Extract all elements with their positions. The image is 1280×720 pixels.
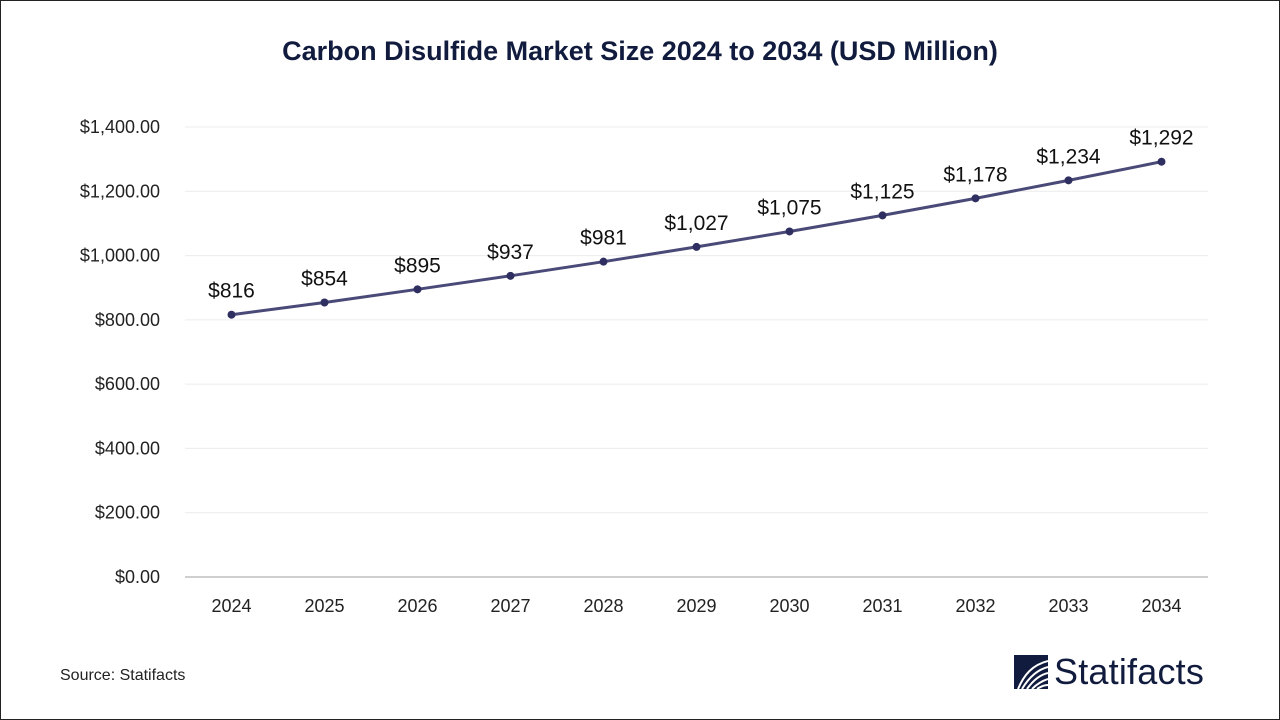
data-label: $1,075: [757, 196, 821, 219]
y-axis-ticks: $0.00 $200.00 $400.00 $600.00 $800.00 $1,000.…: [80, 117, 160, 587]
x-tick-label: 2032: [955, 596, 995, 616]
data-label: $816: [208, 280, 255, 303]
series-line: [231, 160, 1162, 317]
data-label: $1,178: [943, 163, 1007, 186]
data-point: [971, 194, 980, 203]
y-tick-label: $1,200.00: [80, 181, 160, 201]
data-point: [785, 227, 794, 236]
x-tick-label: 2030: [769, 596, 809, 616]
data-point: [413, 285, 422, 294]
x-tick-label: 2031: [862, 596, 902, 616]
x-axis-ticks: 2024 2025 2026 2027 2028 2029 2030 2031 2032 2033…: [211, 596, 1181, 616]
source-note: Source: Statifacts: [60, 667, 186, 684]
x-tick-label: 2029: [676, 596, 716, 616]
data-point: [599, 257, 608, 266]
data-point: [1064, 176, 1073, 185]
y-tick-label: $800.00: [95, 310, 160, 330]
data-point: [878, 211, 887, 220]
data-label: $1,234: [1036, 145, 1101, 168]
y-tick-label: $200.00: [95, 503, 160, 523]
y-tick-label: $600.00: [95, 374, 160, 394]
data-label: $1,125: [850, 180, 914, 203]
statifacts-logo-text: Statifacts: [1054, 651, 1205, 692]
data-point: [320, 298, 329, 307]
x-tick-label: 2026: [397, 596, 437, 616]
y-tick-label: $1,000.00: [80, 246, 160, 266]
x-tick-label: 2028: [583, 596, 623, 616]
y-tick-label: $1,400.00: [80, 117, 160, 137]
data-label: $895: [394, 254, 441, 277]
series-market-size: $816 $854 $895 $937 $981 $1,027 $1,075 $1,125 $1…: [208, 127, 1194, 319]
data-label: $937: [487, 241, 534, 264]
data-label: $854: [301, 268, 348, 291]
statifacts-logo-icon: [1014, 655, 1048, 689]
x-tick-label: 2033: [1048, 596, 1088, 616]
data-point: [506, 271, 515, 280]
data-label: $1,292: [1129, 127, 1193, 150]
x-tick-label: 2024: [211, 596, 251, 616]
x-tick-label: 2034: [1141, 596, 1181, 616]
x-tick-label: 2025: [304, 596, 344, 616]
statifacts-logo: Statifacts: [1014, 651, 1204, 693]
data-label: $981: [580, 227, 627, 250]
data-point: [1157, 157, 1166, 166]
data-label: $1,027: [664, 212, 728, 235]
y-tick-label: $400.00: [95, 438, 160, 458]
y-tick-label: $0.00: [115, 567, 160, 587]
data-point: [227, 310, 236, 319]
data-point: [692, 242, 701, 251]
gridlines: [185, 126, 1208, 578]
chart-title: Carbon Disulfide Market Size 2024 to 203…: [282, 36, 998, 66]
x-tick-label: 2027: [490, 596, 530, 616]
